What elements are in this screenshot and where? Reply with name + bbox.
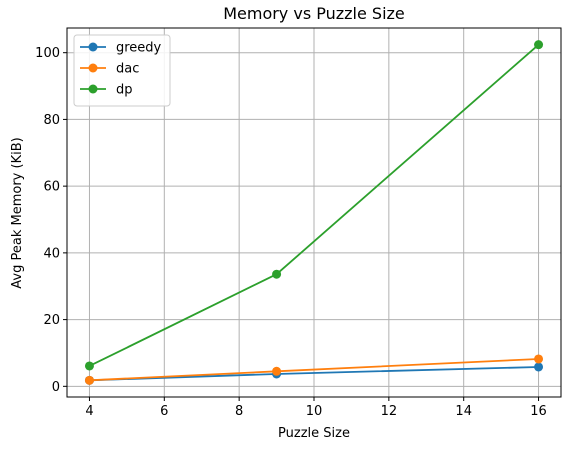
x-axis-label: Puzzle Size — [278, 426, 350, 441]
grid — [67, 28, 561, 397]
series-layer — [84, 40, 544, 385]
legend-label: dac — [116, 62, 139, 77]
legend-label: greedy — [116, 41, 162, 56]
legend-swatch-marker — [88, 42, 98, 52]
legend-label: dp — [116, 83, 133, 98]
legend-swatch-marker — [88, 63, 98, 73]
data-point-greedy — [534, 362, 544, 372]
series-dp — [84, 40, 544, 371]
y-tick-label: 60 — [43, 180, 60, 195]
chart-title: Memory vs Puzzle Size — [223, 4, 405, 23]
x-tick-label: 12 — [381, 404, 398, 419]
legend-item-dp: dp — [80, 83, 133, 98]
legend-swatch-marker — [88, 84, 98, 94]
x-tick-label: 8 — [235, 404, 243, 419]
legend: greedy dac dp — [73, 34, 171, 107]
data-point-dac — [84, 375, 94, 385]
y-tick-label: 20 — [43, 313, 60, 328]
x-tick-label: 16 — [530, 404, 547, 419]
series-dac — [84, 354, 544, 385]
x-tick-label: 6 — [160, 404, 168, 419]
x-tick-label: 4 — [85, 404, 93, 419]
data-point-dp — [272, 269, 282, 279]
y-tick-label: 40 — [43, 246, 60, 261]
x-tick-label: 10 — [306, 404, 323, 419]
data-point-dp — [84, 361, 94, 371]
data-point-dac — [534, 354, 544, 364]
y-tick-label: 0 — [52, 380, 60, 395]
legend-item-greedy: greedy — [80, 41, 162, 56]
y-tick-label: 100 — [35, 46, 60, 61]
data-point-dac — [272, 366, 282, 376]
legend-item-dac: dac — [80, 62, 139, 77]
tick-layer: 4 6 8 10 12 14 16 0 20 40 60 80 100 — [35, 46, 547, 419]
y-tick-label: 80 — [43, 113, 60, 128]
data-point-dp — [534, 40, 544, 50]
y-axis-label: Avg Peak Memory (KiB) — [10, 137, 25, 288]
x-tick-label: 14 — [455, 404, 472, 419]
